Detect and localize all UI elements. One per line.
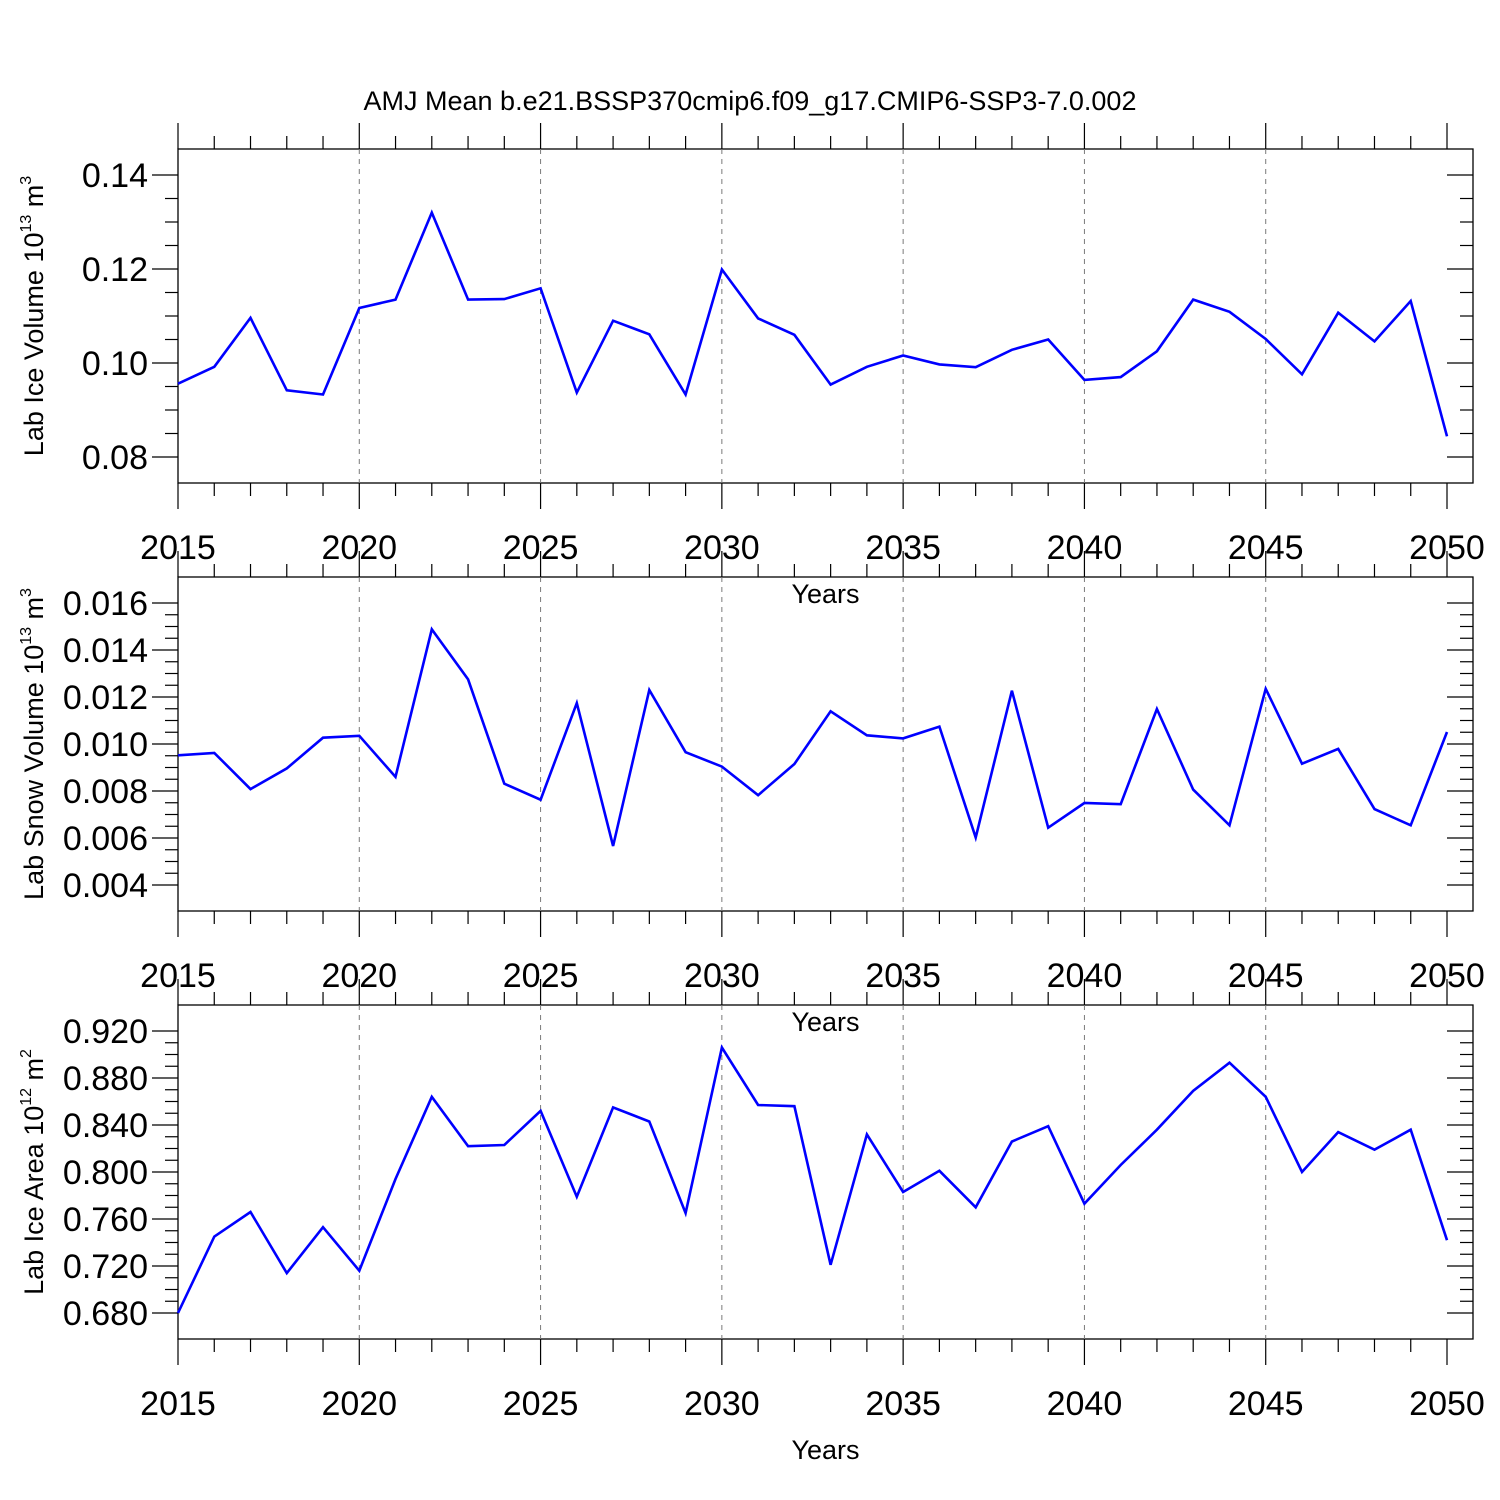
chart-title: AMJ Mean b.e21.BSSP370cmip6.f09_g17.CMIP… — [364, 86, 1137, 116]
y-tick-label: 0.008 — [63, 773, 148, 811]
y-tick-label: 0.004 — [63, 867, 148, 905]
y-tick-label: 0.840 — [63, 1107, 148, 1145]
y-axis-label: Lab Ice Volume 1013 m3 — [18, 176, 49, 456]
x-tick-label: 2020 — [321, 1385, 397, 1423]
panel-1: 2015 2020 2025 2030 2035 2040 2045 20500.080.10… — [18, 123, 1485, 609]
y-tick-label: 0.14 — [82, 157, 148, 195]
y-tick-label: 0.012 — [63, 679, 148, 717]
x-tick-label: 2040 — [1047, 1385, 1123, 1423]
plot-frame — [177, 1004, 1474, 1340]
y-tick-label: 0.10 — [82, 345, 148, 383]
y-tick-label: 0.920 — [63, 1013, 148, 1051]
y-tick-label: 0.680 — [63, 1295, 148, 1333]
x-tick-label: 2050 — [1409, 1385, 1485, 1423]
y-tick-label: 0.12 — [82, 251, 148, 289]
y-tick-label: 0.08 — [82, 439, 148, 477]
y-axis-label-superscript: 12 — [18, 1088, 35, 1106]
x-tick-label: 2045 — [1228, 1385, 1304, 1423]
y-tick-label: 0.010 — [63, 726, 148, 764]
y-axis-label-text: Lab Ice Area 10 — [19, 1106, 49, 1295]
panel-2: 2015 2020 2025 2030 2035 2040 2045 20500.0040.0… — [18, 551, 1485, 1037]
y-axis-label-text: m — [19, 1058, 49, 1088]
x-tick-label: 2035 — [865, 1385, 941, 1423]
plot-frame — [177, 576, 1474, 912]
y-tick-label: 0.800 — [63, 1154, 148, 1192]
y-tick-label: 0.880 — [63, 1060, 148, 1098]
series-line — [177, 209, 1449, 437]
y-axis-label-text: Lab Snow Volume 10 — [19, 645, 49, 900]
x-axis-label: Years — [791, 1435, 859, 1465]
y-tick-label: 0.016 — [63, 585, 148, 623]
y-tick-label: 0.760 — [63, 1201, 148, 1239]
x-axis-label: Years — [791, 579, 859, 609]
y-axis-label: Lab Ice Area 1012 m2 — [18, 1049, 49, 1295]
y-axis-label-superscript: 3 — [18, 588, 35, 597]
x-tick-label: 2025 — [503, 1385, 579, 1423]
series-line — [177, 626, 1449, 847]
y-axis-label-text: m — [19, 185, 49, 215]
y-axis-label-superscript: 2 — [18, 1049, 35, 1058]
y-axis-label: Lab Snow Volume 1013 m3 — [18, 588, 49, 900]
plot-frame — [177, 148, 1474, 484]
y-axis-label-superscript: 13 — [18, 215, 35, 233]
y-axis-label-text: Lab Ice Volume 10 — [19, 233, 49, 457]
series-line — [176, 1044, 1449, 1314]
y-axis-label-superscript: 3 — [18, 176, 35, 185]
y-tick-label: 0.006 — [63, 820, 148, 858]
panels: 2015 2020 2025 2030 2035 2040 2045 2050 0.08 0.10… — [18, 123, 1485, 1465]
y-axis-label-text: m — [19, 597, 49, 627]
y-tick-label: 0.014 — [63, 632, 148, 670]
x-tick-label: 2030 — [684, 1385, 760, 1423]
panel-3: 2015 2020 2025 2030 2035 2040 2045 2050 0.680 0.7… — [18, 979, 1485, 1465]
x-tick-label: 2015 — [140, 1385, 216, 1423]
x-axis-label: Years — [791, 1007, 859, 1037]
y-axis-label-superscript: 13 — [18, 627, 35, 645]
y-tick-label: 0.720 — [63, 1248, 148, 1286]
